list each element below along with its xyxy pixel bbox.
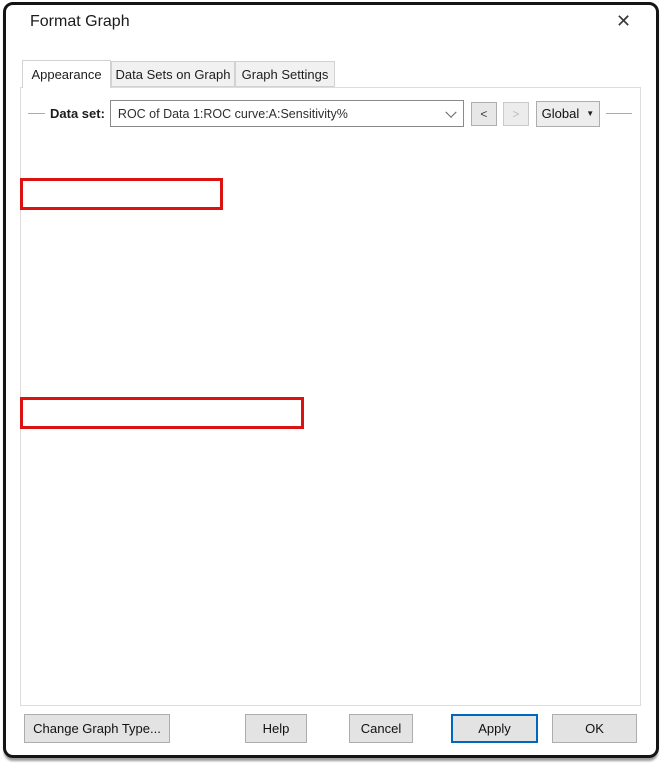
close-icon[interactable]: ✕: [616, 11, 632, 31]
dataset-row: Data set: ROC of Data 1:ROC curve:A:Sens…: [28, 100, 632, 127]
dataset-label: Data set:: [50, 106, 105, 121]
global-button[interactable]: Global ▼: [535, 100, 600, 127]
ok-button[interactable]: OK: [552, 714, 637, 743]
next-dataset-button[interactable]: >: [502, 101, 529, 126]
tab-label: Data Sets on Graph: [115, 66, 231, 82]
appearance-tab-page: [20, 87, 641, 706]
cancel-button[interactable]: Cancel: [349, 714, 413, 743]
divider: [28, 113, 45, 114]
dataset-value: ROC of Data 1:ROC curve:A:Sensitivity%: [117, 106, 348, 121]
change-graph-type-button[interactable]: Change Graph Type...: [24, 714, 170, 743]
chevron-down-icon: [445, 106, 457, 118]
tab-label: Graph Settings: [241, 66, 329, 82]
dropdown-arrow-icon: ▼: [586, 109, 595, 118]
prev-dataset-button[interactable]: <: [470, 101, 497, 126]
dialog-title: Format Graph: [30, 13, 130, 30]
tab-appearance[interactable]: Appearance: [22, 60, 111, 88]
dataset-select[interactable]: ROC of Data 1:ROC curve:A:Sensitivity%: [109, 100, 464, 127]
tab-label: Appearance: [31, 67, 102, 82]
global-label: Global: [541, 106, 580, 121]
help-button[interactable]: Help: [245, 714, 307, 743]
tab-data-sets-on-graph[interactable]: Data Sets on Graph: [111, 61, 235, 87]
tab-graph-settings[interactable]: Graph Settings: [235, 61, 335, 87]
divider: [605, 113, 632, 114]
apply-button[interactable]: Apply: [451, 714, 538, 743]
